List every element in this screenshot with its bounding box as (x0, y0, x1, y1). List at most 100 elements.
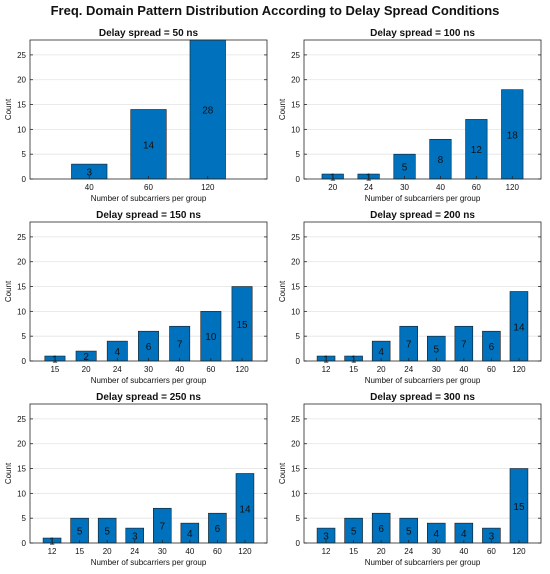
y-tick-label: 10 (17, 125, 26, 134)
x-tick-label: 60 (213, 547, 222, 556)
data-label: 3 (132, 532, 138, 543)
subplot-title: Delay spread = 300 ns (370, 392, 475, 403)
plot-area (304, 222, 541, 361)
y-tick-label: 25 (291, 233, 300, 242)
data-label: 6 (146, 342, 152, 353)
x-axis-label: Number of subcarriers per group (91, 558, 207, 567)
subplot-title: Delay spread = 50 ns (99, 28, 199, 39)
y-axis-label: Count (4, 462, 13, 484)
x-tick-label: 24 (404, 365, 413, 374)
y-tick-label: 5 (22, 332, 27, 341)
x-tick-label: 24 (404, 547, 413, 556)
x-tick-label: 20 (377, 547, 386, 556)
x-tick-label: 60 (206, 365, 215, 374)
x-tick-label: 40 (185, 547, 194, 556)
y-tick-label: 15 (291, 101, 300, 110)
x-tick-label: 20 (328, 183, 337, 192)
x-tick-label: 40 (436, 183, 445, 192)
y-tick-label: 10 (291, 125, 300, 134)
y-axis-label: Count (278, 462, 287, 484)
data-label: 15 (513, 502, 525, 513)
data-label: 18 (507, 130, 519, 141)
data-label: 3 (86, 168, 92, 179)
data-label: 8 (438, 155, 444, 166)
y-tick-label: 10 (17, 307, 26, 316)
x-axis-label: Number of subcarriers per group (91, 194, 207, 203)
x-tick-label: 15 (50, 365, 59, 374)
data-label: 4 (187, 529, 193, 540)
x-tick-label: 120 (238, 547, 252, 556)
y-tick-label: 5 (296, 514, 301, 523)
y-tick-label: 0 (22, 175, 27, 184)
data-label: 15 (236, 320, 248, 331)
y-tick-label: 5 (296, 332, 301, 341)
y-tick-label: 15 (291, 283, 300, 292)
data-label: 6 (378, 524, 384, 535)
x-tick-label: 15 (349, 547, 358, 556)
plot-area (30, 404, 267, 543)
data-label: 2 (83, 352, 89, 363)
subplot-title: Delay spread = 100 ns (370, 28, 475, 39)
data-label: 5 (104, 527, 110, 538)
y-tick-label: 20 (291, 76, 300, 85)
y-tick-label: 15 (291, 465, 300, 474)
y-tick-label: 0 (22, 539, 27, 548)
y-tick-label: 15 (17, 101, 26, 110)
x-tick-label: 120 (506, 183, 520, 192)
subplot-title: Delay spread = 250 ns (96, 392, 201, 403)
x-tick-label: 24 (130, 547, 139, 556)
y-tick-label: 0 (22, 357, 27, 366)
data-label: 5 (77, 527, 83, 538)
x-tick-label: 15 (75, 547, 84, 556)
x-tick-label: 30 (432, 365, 441, 374)
x-tick-label: 12 (48, 547, 57, 556)
data-label: 4 (461, 529, 467, 540)
data-label: 3 (323, 532, 329, 543)
data-label: 28 (202, 106, 214, 117)
data-label: 4 (378, 347, 384, 358)
data-label: 3 (489, 532, 495, 543)
y-axis-label: Count (4, 280, 13, 302)
x-axis-label: Number of subcarriers per group (365, 194, 481, 203)
y-tick-label: 25 (17, 415, 26, 424)
x-tick-label: 30 (144, 365, 153, 374)
subplot-title: Delay spread = 150 ns (96, 210, 201, 221)
data-label: 7 (177, 340, 183, 351)
x-tick-label: 30 (432, 547, 441, 556)
y-tick-label: 0 (296, 175, 301, 184)
axes-frame (29, 403, 268, 544)
axes-frame (303, 221, 542, 362)
bar (189, 39, 226, 180)
data-label: 14 (143, 140, 155, 151)
y-tick-label: 5 (22, 150, 27, 159)
y-tick-label: 20 (291, 258, 300, 267)
data-label: 5 (406, 527, 412, 538)
y-tick-label: 15 (17, 465, 26, 474)
axes-frame (303, 403, 542, 544)
y-axis-label: Count (4, 98, 13, 120)
x-tick-label: 30 (400, 183, 409, 192)
subplot-2: 1158121805101520252024304060120Delay spr… (278, 28, 542, 203)
data-label: 6 (215, 524, 221, 535)
figure-title: Freq. Domain Pattern Distribution Accord… (50, 3, 500, 18)
x-tick-label: 40 (85, 183, 94, 192)
x-tick-label: 60 (144, 183, 153, 192)
x-tick-label: 120 (235, 365, 249, 374)
data-label: 7 (461, 340, 467, 351)
data-label: 4 (115, 347, 121, 358)
y-tick-label: 5 (296, 150, 301, 159)
data-label: 7 (159, 522, 165, 533)
y-tick-label: 25 (17, 233, 26, 242)
y-tick-label: 15 (17, 283, 26, 292)
x-tick-label: 60 (472, 183, 481, 192)
x-tick-label: 12 (322, 547, 331, 556)
y-tick-label: 0 (296, 357, 301, 366)
y-tick-label: 10 (291, 307, 300, 316)
data-label: 7 (406, 340, 412, 351)
x-tick-label: 24 (364, 183, 373, 192)
x-tick-label: 15 (349, 365, 358, 374)
subplot-6: 3 5 6 5 4 4 3 15 0 5 10 15 20 25 12 15 20 24 30 40 60 120 Dela… (278, 392, 542, 567)
y-tick-label: 20 (17, 440, 26, 449)
x-axis-label: Number of subcarriers per group (91, 376, 207, 385)
